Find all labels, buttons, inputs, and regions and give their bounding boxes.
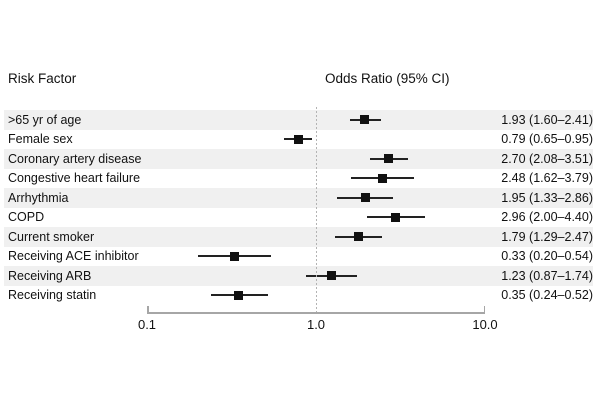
row-odds-ratio-value: 2.70 (2.08–3.51) bbox=[501, 151, 593, 166]
axis-line bbox=[147, 312, 485, 314]
row-odds-ratio-value: 1.79 (1.29–2.47) bbox=[501, 229, 593, 244]
row-label: Coronary artery disease bbox=[8, 151, 142, 166]
row-band: Arrhythmia 1.95 (1.33–2.86) bbox=[4, 188, 593, 208]
row-label: >65 yr of age bbox=[8, 112, 82, 127]
reference-line bbox=[315, 107, 317, 313]
row-band: Congestive heart failure 2.48 (1.62–3.79) bbox=[4, 168, 593, 188]
row-odds-ratio-value: 0.33 (0.20–0.54) bbox=[501, 249, 593, 264]
row-odds-ratio-value: 1.95 (1.33–2.86) bbox=[501, 190, 593, 205]
axis-tick-label: 10.0 bbox=[472, 317, 498, 332]
axis-endcap bbox=[483, 306, 485, 313]
axis-tick-label: 1.0 bbox=[306, 317, 326, 332]
row-label: Receiving statin bbox=[8, 288, 97, 303]
axis-tick-label: 0.1 bbox=[137, 317, 157, 332]
row-label: Receiving ARB bbox=[8, 268, 92, 283]
odds-ratio-marker bbox=[294, 134, 304, 144]
odds-ratio-marker bbox=[384, 154, 394, 164]
row-band: Coronary artery disease 2.70 (2.08–3.51) bbox=[4, 149, 593, 169]
row-odds-ratio-value: 0.79 (0.65–0.95) bbox=[501, 132, 593, 147]
odds-ratio-marker bbox=[391, 212, 401, 222]
row-band: >65 yr of age 1.93 (1.60–2.41) bbox=[4, 110, 593, 130]
row-label: Receiving ACE inhibitor bbox=[8, 249, 139, 264]
odds-ratio-marker bbox=[234, 290, 244, 300]
row-band: COPD 2.96 (2.00–4.40) bbox=[4, 207, 593, 227]
row-band: Receiving statin 0.35 (0.24–0.52) bbox=[4, 285, 593, 305]
odds-ratio-marker bbox=[230, 251, 240, 261]
row-odds-ratio-value: 2.96 (2.00–4.40) bbox=[501, 210, 593, 225]
row-label: Female sex bbox=[8, 132, 73, 147]
odds-ratio-marker bbox=[359, 115, 369, 125]
odds-ratio-marker bbox=[354, 232, 364, 242]
odds-ratio-marker bbox=[360, 193, 370, 203]
row-odds-ratio-value: 2.48 (1.62–3.79) bbox=[501, 171, 593, 186]
row-odds-ratio-value: 1.93 (1.60–2.41) bbox=[501, 112, 593, 127]
row-odds-ratio-value: 0.35 (0.24–0.52) bbox=[501, 288, 593, 303]
odds-ratio-marker bbox=[378, 173, 388, 183]
odds-ratio-marker bbox=[326, 271, 336, 281]
row-odds-ratio-value: 1.23 (0.87–1.74) bbox=[501, 268, 593, 283]
row-label: Arrhythmia bbox=[8, 190, 69, 205]
row-label: COPD bbox=[8, 210, 45, 225]
row-band: Current smoker 1.79 (1.29–2.47) bbox=[4, 227, 593, 247]
row-label: Congestive heart failure bbox=[8, 171, 141, 186]
row-label: Current smoker bbox=[8, 229, 95, 244]
odds-ratio-column-header: Odds Ratio (95% CI) bbox=[325, 71, 450, 86]
axis-endcap bbox=[147, 306, 149, 313]
row-band: Receiving ARB 1.23 (0.87–1.74) bbox=[4, 266, 593, 286]
row-band: Receiving ACE inhibitor 0.33 (0.20–0.54) bbox=[4, 246, 593, 266]
risk-factor-column-header: Risk Factor bbox=[8, 71, 77, 86]
